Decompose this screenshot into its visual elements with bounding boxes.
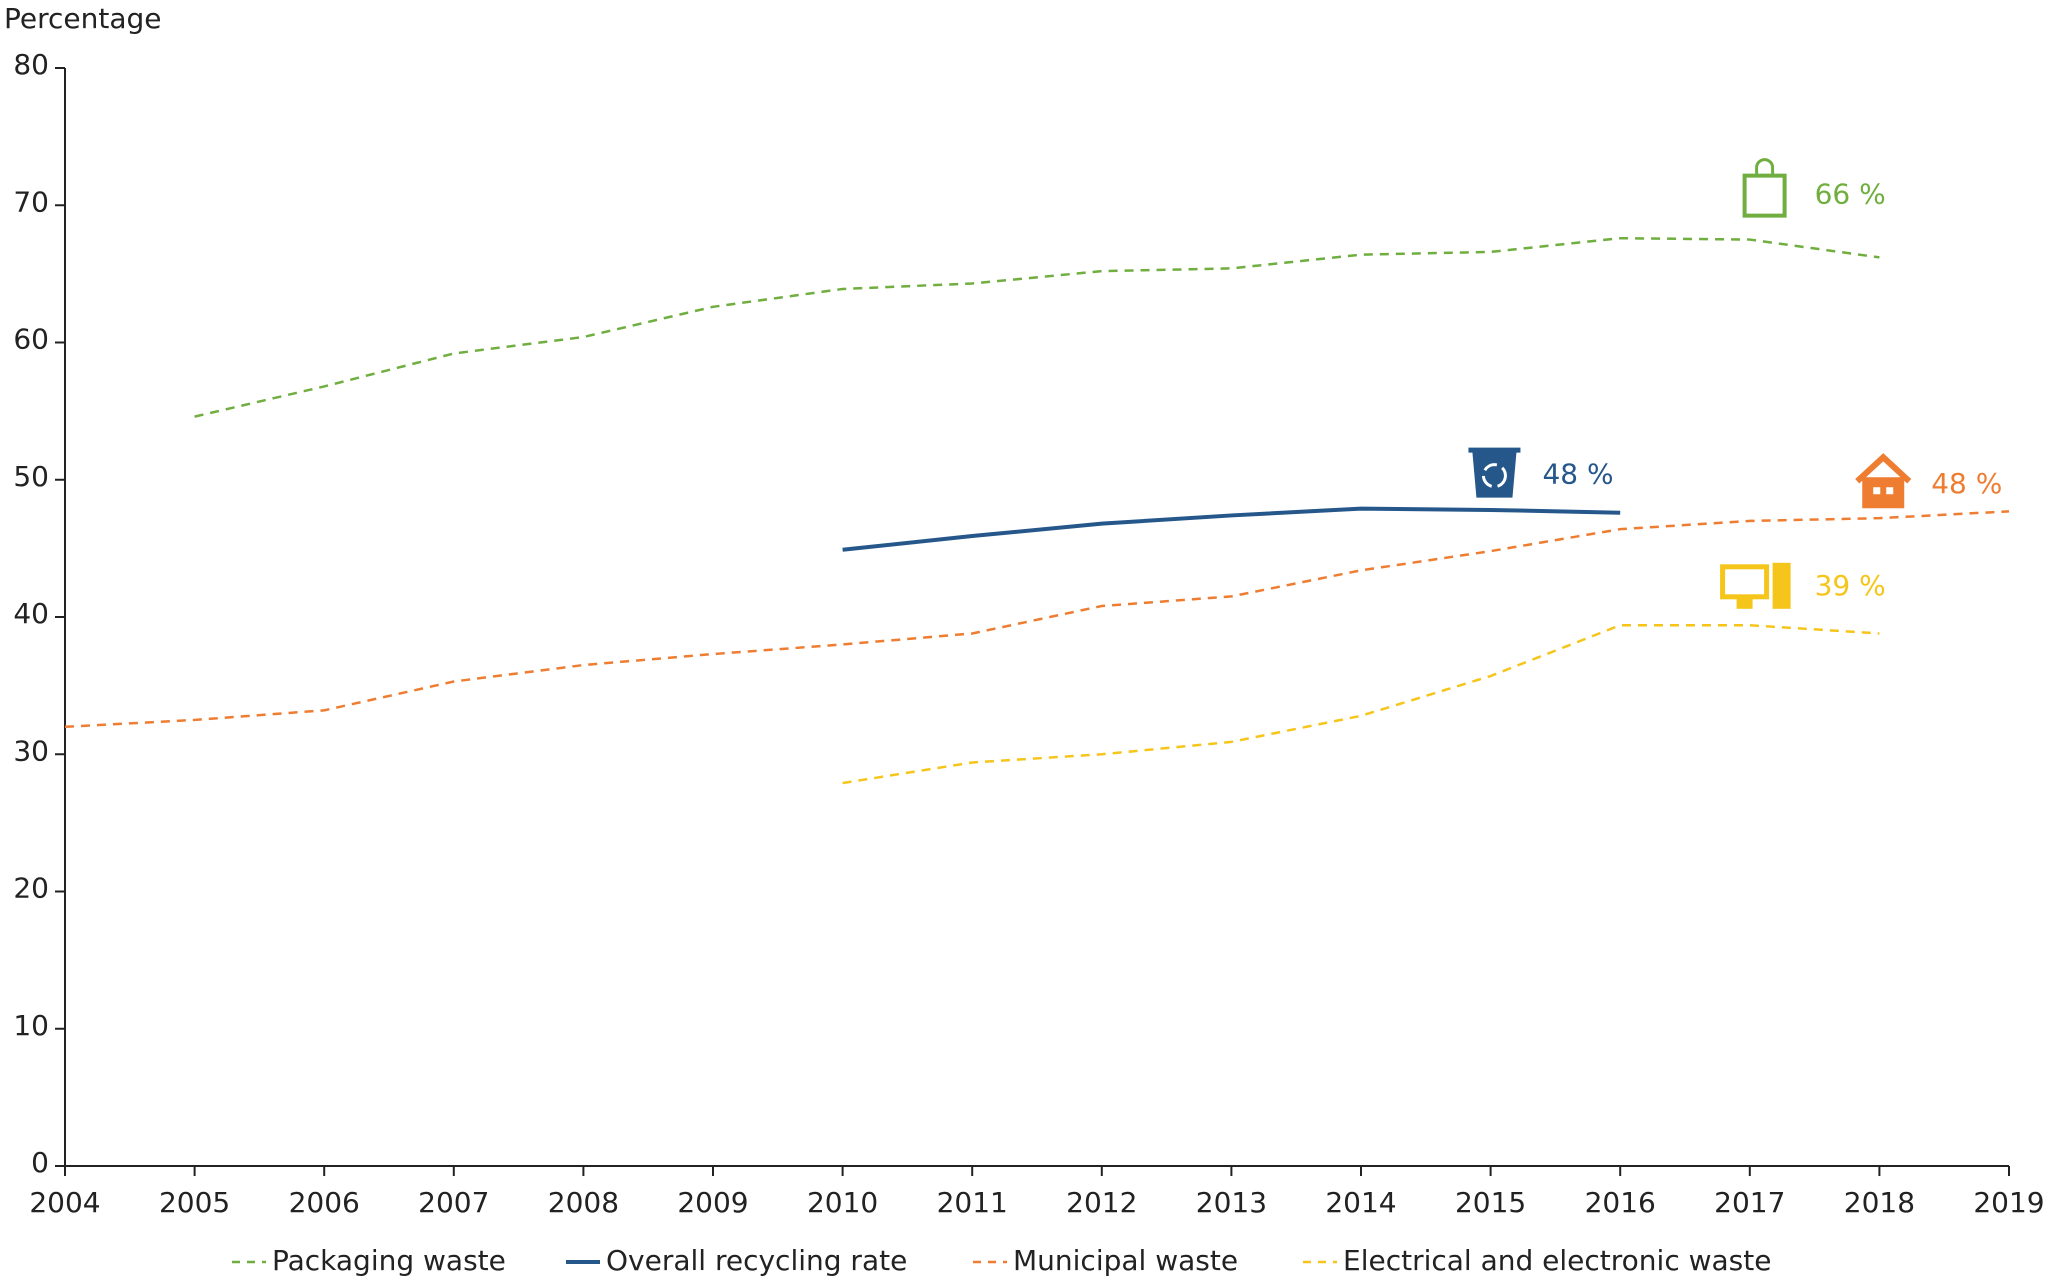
x-tick-label: 2006 [289,1186,360,1219]
icon-part [1772,562,1791,609]
y-tick-label: 70 [13,185,49,218]
series-line [842,506,1621,552]
x-tick-label: 2015 [1455,1186,1526,1219]
icon [1468,447,1521,498]
y-tick-label: 60 [13,323,49,356]
legend-label: Municipal waste [1013,1244,1238,1277]
icon-part [1867,477,1900,506]
legend-label: Overall recycling rate [606,1244,907,1277]
x-tick-label: 2016 [1585,1186,1656,1219]
end-label: 66 % [1815,178,1886,211]
icon-part [1468,447,1521,498]
y-tick-label: 30 [13,734,49,767]
y-tick-label: 10 [13,1009,49,1042]
x-tick-label: 2007 [418,1186,489,1219]
icon [1742,158,1787,218]
x-tick-label: 2013 [1196,1186,1267,1219]
end-label: 48 % [1542,458,1613,491]
y-tick-label: 40 [13,597,49,630]
icon-part [1873,487,1881,495]
legend-label: Packaging waste [272,1244,506,1277]
x-tick-label: 2004 [29,1186,100,1219]
icon [1855,453,1912,509]
x-tick-label: 2005 [159,1186,230,1219]
x-tick-label: 2018 [1844,1186,1915,1219]
legend-label: Electrical and electronic waste [1343,1244,1771,1277]
icon-part [1742,173,1787,218]
y-tick-label: 80 [13,48,49,81]
x-tick-label: 2012 [1066,1186,1137,1219]
icon [1720,562,1791,609]
x-tick-label: 2010 [807,1186,878,1219]
icon-part [1720,564,1770,600]
x-tick-label: 2017 [1714,1186,1785,1219]
y-axis-label: Percentage [4,2,162,35]
icon-part [1481,463,1507,489]
series-line [194,236,1880,418]
x-tick-label: 2019 [1973,1186,2044,1219]
series-line [842,623,1880,785]
x-tick-label: 2008 [548,1186,619,1219]
x-tick-label: 2009 [677,1186,748,1219]
x-tick-label: 2014 [1325,1186,1396,1219]
icon-part [1736,596,1753,609]
end-label: 48 % [1931,467,2002,500]
icon-part [1886,487,1894,495]
y-tick-label: 20 [13,872,49,905]
icon-part [1755,158,1775,176]
x-tick-label: 2011 [937,1186,1008,1219]
y-tick-label: 50 [13,460,49,493]
series-line [64,510,2010,729]
y-tick-label: 0 [31,1146,49,1179]
end-label: 39 % [1815,569,1886,602]
